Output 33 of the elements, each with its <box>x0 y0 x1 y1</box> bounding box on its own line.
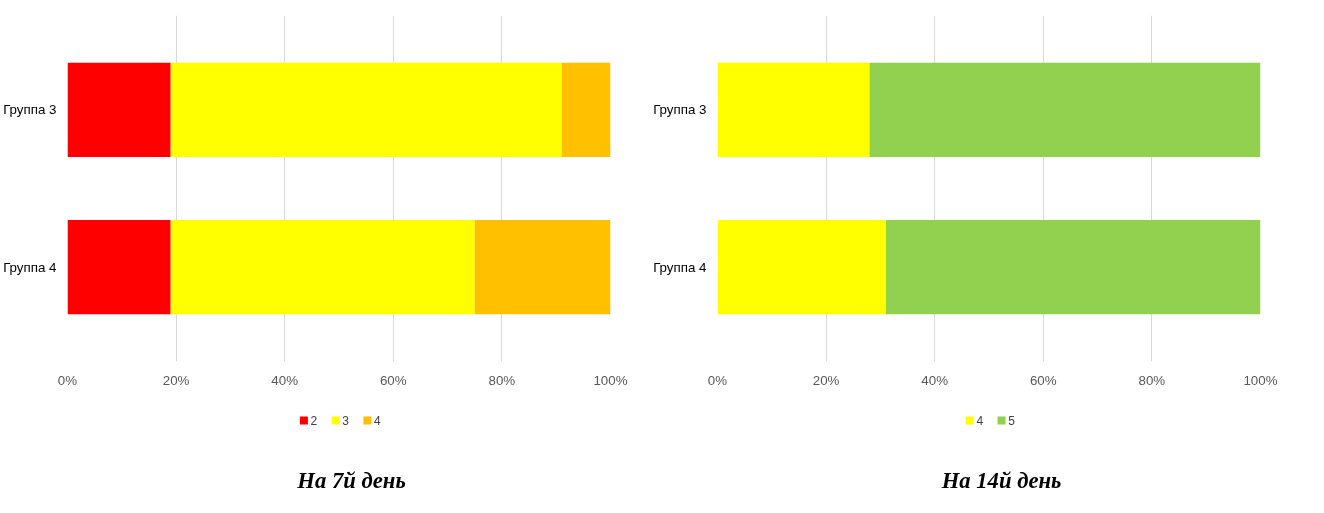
y-tick-label: Группа 4 <box>3 259 58 275</box>
text: На 14й день <box>940 468 1062 493</box>
x-tick-label: 0% <box>57 372 78 388</box>
bar <box>717 62 870 158</box>
y-tick-label: Группа 4 <box>653 259 708 275</box>
x-tick-label: 40% <box>271 372 299 388</box>
y-tick-label: Группа 3 <box>3 102 57 118</box>
x-tick-label: 20% <box>162 372 190 388</box>
bar <box>170 219 475 315</box>
legend-label: 2 <box>310 414 318 428</box>
x-tick-label: 100% <box>593 372 628 388</box>
bar <box>474 219 611 315</box>
x-tick-label: 20% <box>812 372 840 388</box>
y-tick-label: Группа 3 <box>653 102 707 118</box>
text: На 7й день <box>296 468 406 493</box>
x-tick-label: 60% <box>1029 372 1057 388</box>
x-tick-label: 0% <box>707 372 728 388</box>
bar <box>67 219 171 315</box>
bar <box>67 62 171 158</box>
legend-label: 4 <box>976 414 984 428</box>
x-tick-label: 60% <box>379 372 407 388</box>
legend-label: 4 <box>374 414 382 428</box>
legend-label: 3 <box>342 414 350 428</box>
bar <box>869 62 1261 158</box>
x-tick-label: 40% <box>921 372 949 388</box>
x-tick-label: 80% <box>1138 372 1166 388</box>
x-tick-label: 80% <box>488 372 516 388</box>
bar <box>170 62 562 158</box>
bar <box>561 62 611 158</box>
legend-label: 5 <box>1008 414 1016 428</box>
bar <box>717 219 886 315</box>
bar <box>885 219 1261 315</box>
x-tick-label: 100% <box>1243 372 1278 388</box>
